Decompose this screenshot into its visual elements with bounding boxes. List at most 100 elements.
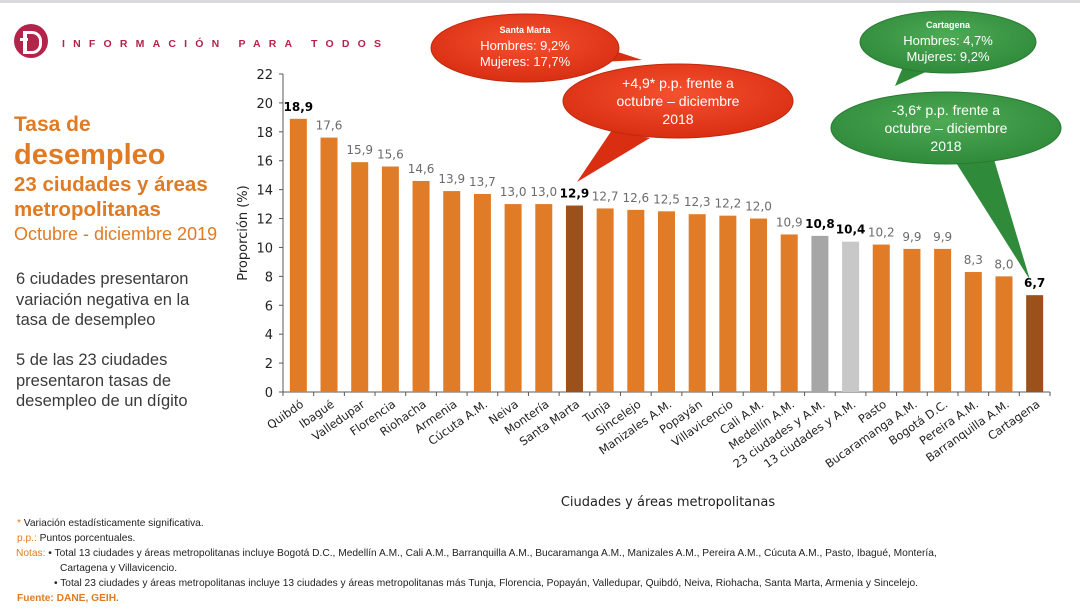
- y-tick-label: 2: [265, 357, 273, 372]
- y-tick-label: 4: [265, 328, 273, 343]
- callout-title: Santa Marta: [499, 25, 551, 35]
- data-label: 13,9: [438, 172, 465, 186]
- bar-cali-a-m-: [750, 218, 768, 392]
- data-label: 8,0: [994, 257, 1013, 271]
- summary-line: presentaron tasas de: [16, 371, 172, 390]
- data-label: 12,3: [684, 195, 711, 209]
- x-tick-label: Quibdó: [264, 397, 306, 432]
- data-label: 12,7: [592, 189, 619, 203]
- top-border: [0, 0, 1080, 3]
- callout-change-line2: octubre – diciembre: [617, 93, 740, 109]
- footnote-asterisk: * Variación estadísticamente significati…: [17, 518, 204, 529]
- y-tick-label: 14: [256, 184, 273, 199]
- bar-armenia: [443, 191, 461, 392]
- bar-florencia: [381, 166, 399, 392]
- y-tick-label: 8: [265, 270, 273, 285]
- data-label: 13,0: [500, 185, 527, 199]
- footnote-notas-label: Notas:: [16, 548, 46, 559]
- y-tick-label: 0: [265, 386, 273, 401]
- bar-ibagué: [320, 137, 338, 392]
- santa-marta-callout-gender: Santa Marta Hombres: 9,2% Mujeres: 17,7%: [430, 13, 642, 83]
- chart-bars: [289, 118, 1044, 393]
- bar-villavicencio: [719, 215, 737, 392]
- data-label: 15,9: [346, 143, 373, 157]
- callout-pointer: [948, 146, 1030, 280]
- data-label: 10,9: [776, 215, 803, 229]
- bar-manizales-a-m-: [658, 211, 675, 392]
- title-line-2: desempleo: [14, 139, 166, 171]
- data-label: 17,6: [316, 119, 343, 133]
- callout-change-line1: +4,9* p.p. frente a: [622, 75, 734, 91]
- summary-line: 6 ciudades presentaron: [16, 270, 189, 288]
- bar-pereira-a-m-: [964, 272, 982, 392]
- callout-title: Cartagena: [926, 20, 971, 30]
- data-label: 6,7: [1024, 276, 1045, 290]
- y-tick-label: 6: [265, 299, 273, 314]
- summary-line: variación negativa en la: [16, 290, 190, 309]
- bar-bucaramanga-a-m-: [903, 248, 921, 392]
- bar-santa-marta: [565, 205, 583, 392]
- data-label: 13,0: [530, 185, 557, 199]
- title-period: Octubre - diciembre 2019: [14, 224, 218, 244]
- callout-bubble: [562, 63, 794, 139]
- bar-cúcuta-a-m-: [473, 193, 491, 392]
- y-tick-label: 20: [256, 97, 273, 112]
- summary-negative-variation: 6 ciudades presentaron variación negativ…: [16, 269, 236, 331]
- data-label: 18,9: [284, 100, 314, 114]
- bar-neiva: [504, 204, 522, 392]
- chart-data-labels: 18,917,615,9 15,614,613,9 13,713,0 13,0 12,9…: [284, 100, 1046, 290]
- data-label: 12,5: [653, 192, 680, 206]
- bar-tunja: [596, 208, 614, 392]
- summary-line: 5 de las 23 ciudades: [16, 351, 168, 369]
- summary-line: desempleo de un dígito: [16, 392, 188, 410]
- callout-women: Mujeres: 17,7%: [480, 54, 571, 69]
- y-tick-label: 16: [256, 155, 273, 170]
- data-label: 13,7: [469, 175, 496, 189]
- bar-23-ciudades-y-a-m-: [811, 235, 829, 392]
- data-label: 12,9: [560, 187, 590, 201]
- data-label: 10,4: [836, 223, 866, 237]
- data-label: 15,6: [377, 148, 404, 162]
- bar-13-ciudades-y-a-m-: [842, 241, 860, 392]
- bar-valledupar: [351, 162, 369, 392]
- cartagena-callout-change: -3,6* p.p. frente a octubre – diciembre …: [830, 91, 1062, 280]
- bar-cartagena: [1026, 295, 1044, 392]
- data-label: 9,9: [902, 230, 921, 244]
- callout-bubble: [430, 13, 620, 83]
- callout-men: Hombres: 9,2%: [480, 38, 570, 53]
- callout-pointer: [577, 130, 650, 182]
- callout-change-line1: -3,6* p.p. frente a: [892, 102, 1000, 118]
- data-label: 10,2: [868, 226, 895, 240]
- bar-popayán: [688, 214, 706, 392]
- data-label: 14,6: [408, 162, 435, 176]
- y-tick-label: 18: [256, 126, 273, 141]
- footnote-pp-label: p.p.:: [17, 533, 37, 544]
- callout-change-line3: 2018: [662, 111, 693, 127]
- source-note: Fuente: DANE, GEIH.: [17, 593, 119, 604]
- bar-medellín-a-m-: [780, 234, 798, 392]
- bar-pasto: [872, 244, 890, 392]
- callout-women: Mujeres: 9,2%: [906, 49, 990, 64]
- y-axis-label: Proporción (%): [236, 185, 251, 280]
- data-label: 10,8: [805, 217, 835, 231]
- bar-quibdó: [289, 118, 307, 393]
- chart-axes: 0 2 4 6 8 10 12 14 16 18 20 22: [256, 68, 1051, 401]
- footnote-pp-text: Puntos porcentuales.: [36, 533, 136, 544]
- callout-change-line2: octubre – diciembre: [885, 120, 1008, 136]
- bar-barranquilla-a-m-: [995, 276, 1013, 392]
- footnote-notas: Notas: • Total 13 ciudades y áreas metro…: [16, 546, 937, 561]
- tagline: INFORMACIÓN PARA TODOS: [62, 38, 390, 50]
- logo-bar: [20, 38, 28, 41]
- footnotes: * Variación estadísticamente significati…: [16, 516, 937, 606]
- y-tick-label: 12: [256, 213, 273, 228]
- summary-single-digit: 5 de las 23 ciudades presentaron tasas d…: [16, 350, 236, 412]
- footnote-nota2: • Total 23 ciudades y áreas metropolitan…: [54, 578, 918, 589]
- footnote-pp: p.p.: Puntos porcentuales.: [17, 531, 937, 546]
- title-line-1: Tasa de: [14, 113, 91, 136]
- data-label: 8,3: [964, 253, 983, 267]
- y-tick-label: 10: [256, 241, 273, 256]
- data-label: 9,9: [933, 230, 952, 244]
- chart-x-tick-labels: QuibdóIbaguéValleduparFlorenciaRiohachaA…: [264, 397, 1042, 471]
- callout-bubble: [830, 91, 1062, 165]
